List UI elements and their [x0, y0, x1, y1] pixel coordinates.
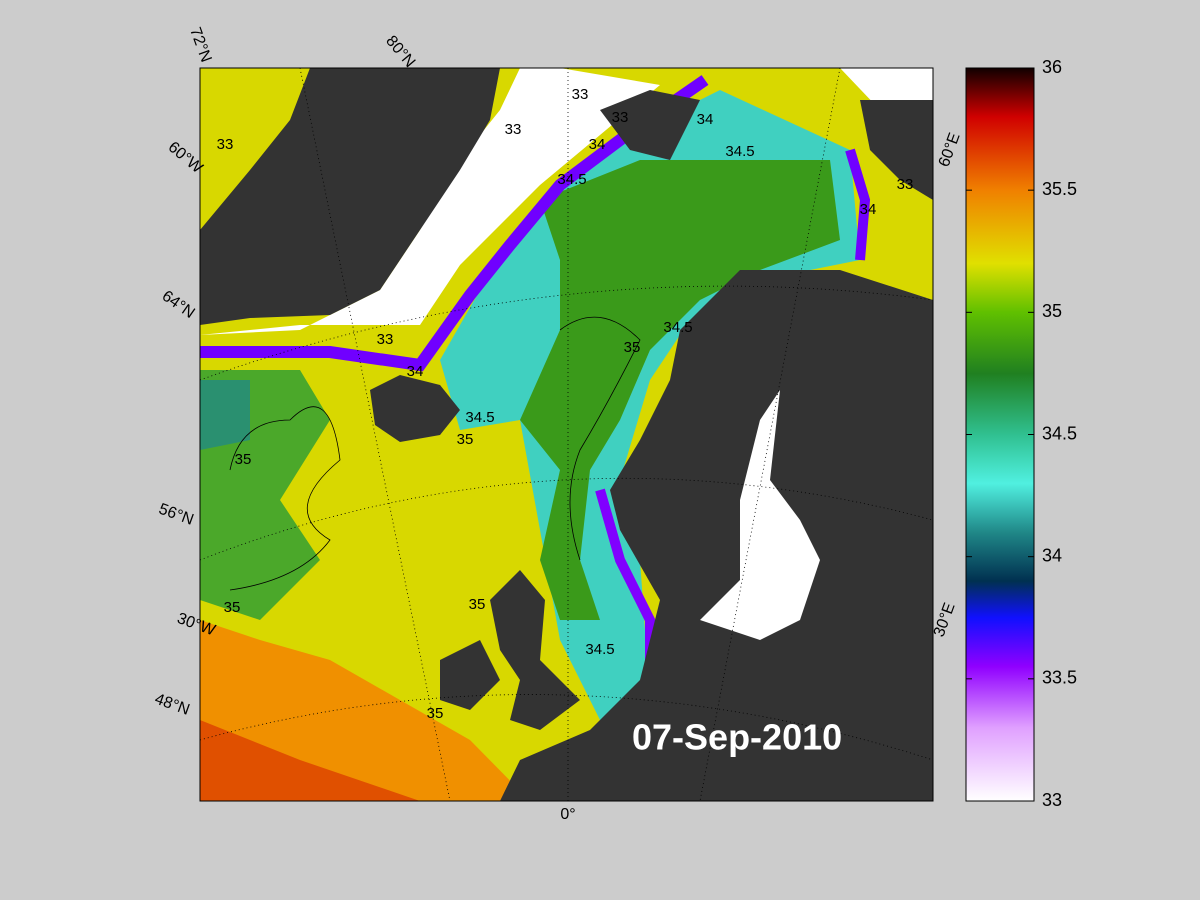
- graticule-label: 0°: [560, 806, 575, 823]
- colorbar-tick-label: 35.5: [1042, 179, 1077, 199]
- lake: [700, 390, 820, 640]
- map-frame: [199, 67, 934, 802]
- contour-label: 34.5: [663, 319, 692, 336]
- contour-label: 34: [697, 111, 714, 128]
- contour-label: 34.5: [585, 641, 614, 658]
- land: [600, 90, 700, 160]
- contour-label: 33: [612, 109, 629, 126]
- colorbar-tick-label: 34.5: [1042, 423, 1077, 443]
- contour-label: 33: [897, 176, 914, 193]
- graticule-label: 48°N: [152, 691, 191, 719]
- colorbar: [965, 67, 1035, 802]
- contour-label: 34: [407, 363, 424, 380]
- graticule-label: 56°N: [156, 501, 195, 529]
- graticule-label: 30°E: [931, 601, 959, 640]
- contour-label: 33: [377, 331, 394, 348]
- date-label: 07-Sep-2010: [632, 717, 842, 758]
- colorbar-tick-label: 33.5: [1042, 668, 1077, 688]
- fresh-water: [520, 160, 840, 620]
- colorbar-tick-label: 33: [1042, 790, 1062, 810]
- graticule-label: 60°E: [936, 131, 964, 170]
- graticule-label: 64°N: [159, 288, 198, 322]
- colorbar-tick-label: 35: [1042, 301, 1062, 321]
- land: [200, 68, 500, 325]
- contour-label: 34.5: [725, 143, 754, 160]
- land: [440, 640, 500, 710]
- contour-label: 33: [505, 121, 522, 138]
- map: [200, 68, 933, 801]
- warm-water: [200, 720, 420, 801]
- contour-label: 33: [217, 136, 234, 153]
- contour-label: 33: [572, 86, 589, 103]
- contour-label: 35: [427, 705, 444, 722]
- land: [370, 375, 460, 442]
- land: [500, 270, 933, 801]
- land: [490, 570, 580, 730]
- contour-label: 34: [860, 201, 877, 218]
- contour-label: 35: [224, 599, 241, 616]
- contour: [229, 316, 641, 591]
- sea-ice: [200, 68, 660, 335]
- colorbar-tick-label: 34: [1042, 545, 1062, 565]
- contour-label: 35: [469, 596, 486, 613]
- land: [860, 100, 933, 200]
- contour-label: 35: [624, 339, 641, 356]
- contour-label: 34.5: [465, 409, 494, 426]
- contour-label: 35: [235, 451, 252, 468]
- graticule-label: 72°N: [186, 25, 214, 64]
- graticule-label: 80°N: [382, 33, 418, 71]
- contour-label: 34.5: [557, 171, 586, 188]
- ice-edge: [845, 148, 871, 261]
- colorbar-tick-label: 36: [1042, 57, 1062, 77]
- fresh-water: [200, 380, 250, 450]
- contour-label: 35: [457, 431, 474, 448]
- contour-label: 34: [589, 136, 606, 153]
